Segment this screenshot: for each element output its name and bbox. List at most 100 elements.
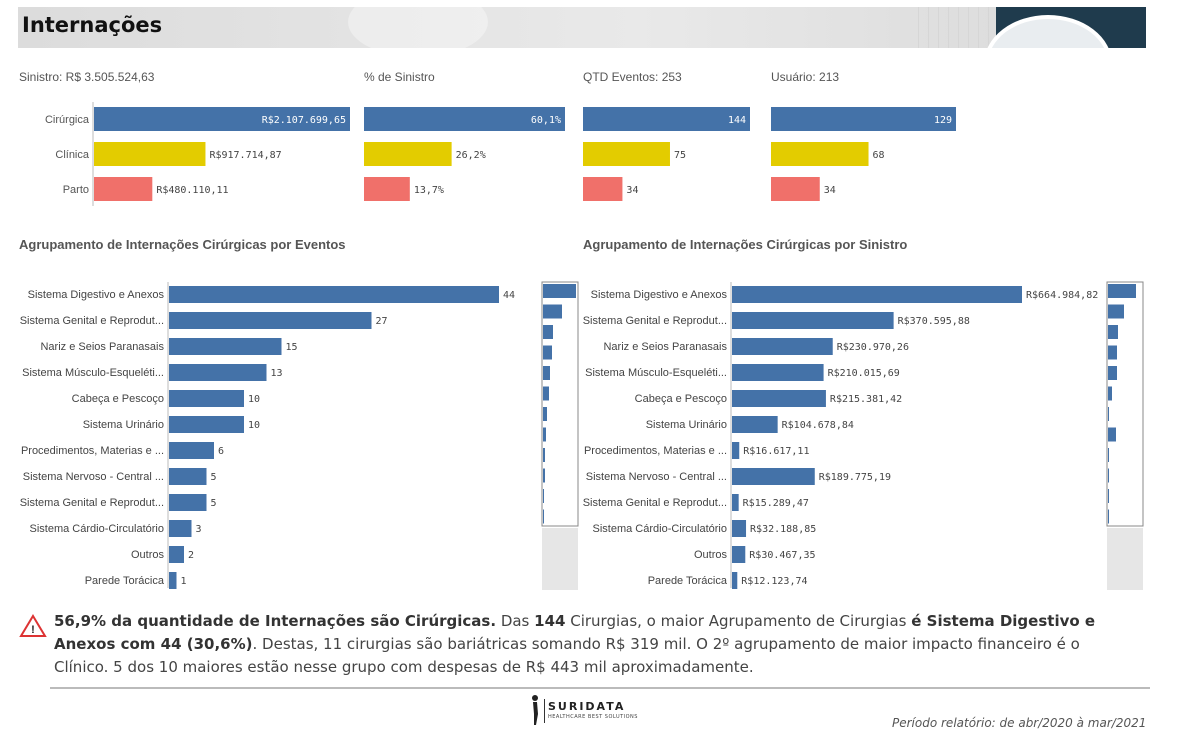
data-label: 10 [248,394,260,405]
minimap-bar[interactable] [543,345,552,360]
bar-1[interactable] [94,142,206,166]
category-label: Sistema Músculo-Esqueléti... [585,367,727,379]
bar-6[interactable] [169,442,214,459]
category-label: Sistema Genital e Reprodut... [583,497,727,509]
scrollbar-thumb[interactable] [541,281,579,527]
category-label: Sistema Genital e Reprodut... [20,497,164,509]
minimap-bar[interactable] [543,407,547,421]
bar-8[interactable] [732,494,739,511]
scrollbar-thumb[interactable] [1106,281,1144,527]
data-label: 6 [218,446,224,457]
category-label: Parto [63,184,89,196]
bar-2[interactable] [94,177,153,201]
data-label: 68 [873,150,885,161]
bar-0[interactable] [94,107,350,131]
category-label: Procedimentos, Materias e ... [584,445,727,457]
minimap-bar[interactable] [1108,509,1109,524]
chart-qtd-eventos[interactable]: 144 75 34 [580,100,765,210]
minimap-bar[interactable] [543,448,545,462]
data-label: R$104.678,84 [782,420,854,431]
kpi-usuario: Usuário: 213 [771,70,840,84]
logo-separator [544,699,545,723]
chart-eventos[interactable]: Sistema Digestivo e Anexos 44 Sistema Geni… [0,280,580,592]
category-label: Parede Torácica [648,575,728,587]
minimap-bar[interactable] [1108,386,1112,401]
bar-10[interactable] [169,546,184,563]
minimap-bar[interactable] [1108,325,1118,339]
bar-4[interactable] [732,390,826,407]
bar-9[interactable] [732,520,747,537]
bar-1[interactable] [169,312,372,329]
minimap-bar[interactable] [543,366,550,380]
bar-2[interactable] [583,177,623,201]
minimap-bar[interactable] [1108,407,1109,421]
bar-1[interactable] [364,142,452,166]
chart-usuario[interactable]: 129 68 34 [768,100,968,210]
bar-11[interactable] [169,572,177,589]
insight-text: 56,9% da quantidade de Internações são C… [54,612,1096,676]
bar-0[interactable] [771,107,956,131]
bar-6[interactable] [732,442,740,459]
minimap-bar[interactable] [543,427,546,442]
footer-divider [50,687,1150,689]
bar-10[interactable] [732,546,746,563]
kpi-sinistro: Sinistro: R$ 3.505.524,63 [19,70,155,84]
bar-4[interactable] [169,390,244,407]
bar-0[interactable] [364,107,565,131]
minimap-bar[interactable] [1108,284,1136,298]
bar-3[interactable] [732,364,824,381]
data-label: R$215.381,42 [830,394,902,405]
minimap-bar[interactable] [543,304,562,319]
bar-7[interactable] [732,468,815,485]
data-label: 129 [934,115,952,126]
data-label: 5 [211,472,217,483]
data-label: 5 [211,498,217,509]
minimap-bar[interactable] [543,284,576,298]
bar-9[interactable] [169,520,192,537]
bar-5[interactable] [169,416,244,433]
chart-pct-sinistro[interactable]: 60,1% 26,2% 13,7% [360,100,580,210]
scrollbar-track[interactable] [1107,528,1143,590]
minimap-bar[interactable] [1108,489,1109,503]
bar-0[interactable] [583,107,750,131]
minimap-bar[interactable] [1108,427,1116,442]
chart-sinistro-grupo[interactable]: Sistema Digestivo e Anexos R$664.984,82 Si… [580,280,1145,592]
minimap-bar[interactable] [1108,448,1109,462]
bar-0[interactable] [732,286,1022,303]
data-label: R$664.984,82 [1026,290,1098,301]
bar-2[interactable] [771,177,820,201]
bar-1[interactable] [583,142,670,166]
bar-3[interactable] [169,364,267,381]
minimap-bar[interactable] [543,509,544,524]
minimap-bar[interactable] [1108,468,1109,483]
bar-2[interactable] [169,338,282,355]
chart-sinistro-tipo[interactable]: Cirúrgica R$2.107.699,65 Clínica R$917.714,… [0,100,360,210]
bar-1[interactable] [732,312,894,329]
category-label: Sistema Nervoso - Central ... [586,471,727,483]
bar-8[interactable] [169,494,207,511]
bar-7[interactable] [169,468,207,485]
logo-text: SURIDATA [548,700,626,713]
bar-1[interactable] [771,142,869,166]
bar-2[interactable] [732,338,833,355]
minimap-bar[interactable] [543,468,545,483]
minimap-bar[interactable] [1108,345,1117,360]
category-label: Nariz e Seios Paranasais [603,341,727,353]
bar-0[interactable] [169,286,499,303]
category-label: Sistema Digestivo e Anexos [591,289,728,301]
minimap-bar[interactable] [543,489,544,503]
data-label: R$480.110,11 [156,185,228,196]
minimap-bar[interactable] [1108,366,1117,380]
minimap-bar[interactable] [543,386,549,401]
logo-figure-icon [532,695,538,725]
data-label: R$210.015,69 [828,368,900,379]
scrollbar-track[interactable] [542,528,578,590]
bar-11[interactable] [732,572,738,589]
data-label: 13 [271,368,283,379]
minimap-bar[interactable] [543,325,553,339]
data-label: R$189.775,19 [819,472,891,483]
bar-2[interactable] [364,177,410,201]
data-label: R$15.289,47 [743,498,809,509]
minimap-bar[interactable] [1108,304,1124,319]
bar-5[interactable] [732,416,778,433]
